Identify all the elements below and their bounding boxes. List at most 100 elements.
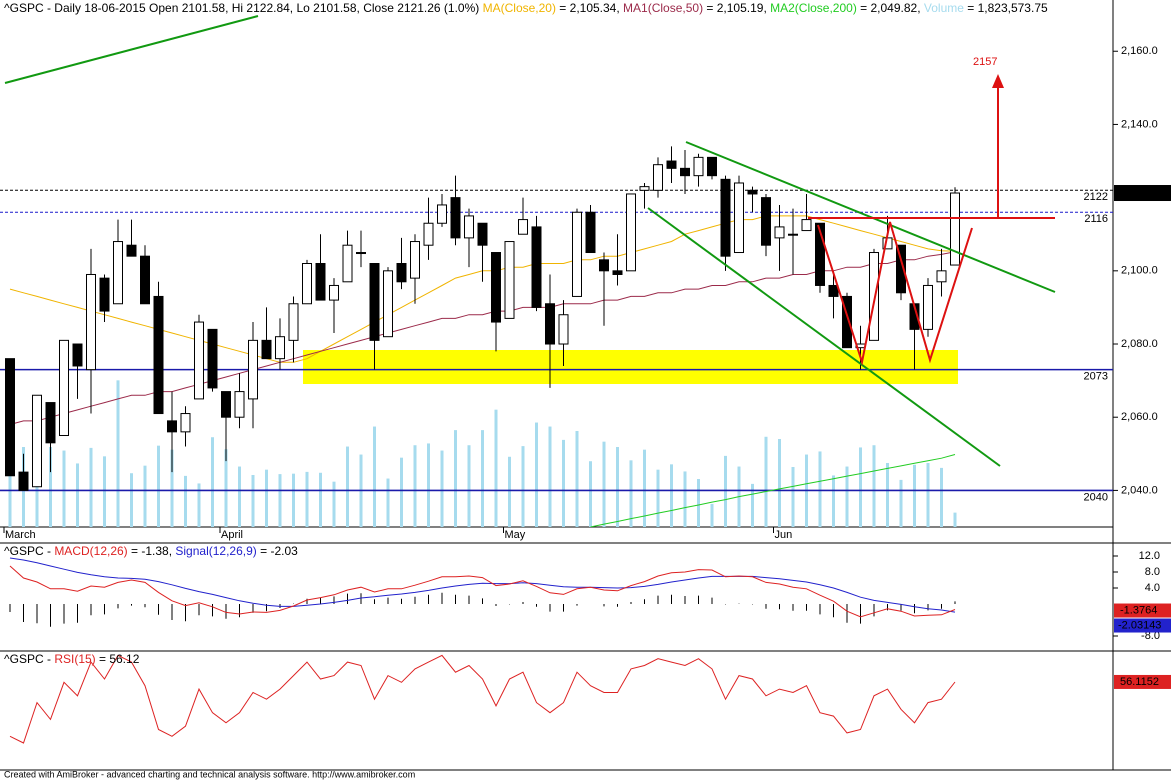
volume-bar [467, 445, 471, 527]
trend-line [647, 207, 1001, 467]
volume-bar [278, 474, 282, 527]
volume-bar [116, 380, 120, 527]
candle-body [450, 197, 461, 239]
rsi-header: ^GSPC - RSI(15) = 56.12 [4, 652, 140, 666]
candle-body [167, 420, 177, 433]
volume-bar [818, 451, 822, 527]
header: ^GSPC - Daily 18-06-2015 Open 2101.58, H… [4, 1, 1048, 15]
candle-body [126, 244, 137, 257]
macd-header: ^GSPC - MACD(12,26) = -1.38, Signal(12,2… [4, 544, 298, 558]
candle-body [693, 156, 704, 177]
volume-bar [413, 445, 417, 527]
candle-body [923, 284, 933, 330]
candle-body [761, 197, 771, 246]
candle-body [369, 263, 380, 341]
candle-body [869, 252, 879, 341]
last-price-tag [1114, 185, 1171, 202]
candle-body [815, 222, 825, 286]
volume-bar [602, 441, 606, 527]
legend-name: MACD(12,26) [54, 544, 127, 558]
candle-body [302, 263, 312, 305]
volume-bar [575, 431, 579, 527]
level-label: 2122 [1084, 191, 1108, 203]
arrow-head [992, 74, 1004, 88]
x-tick-label: April [221, 529, 243, 541]
drawings: 2157 [4, 15, 1056, 467]
signal-last-label: -2.03143 [1118, 619, 1161, 631]
candle-body [221, 391, 231, 418]
candle-body [59, 339, 69, 437]
candle-body [234, 391, 245, 418]
candle-body [423, 222, 434, 246]
legend-value: = 2,049.82, [857, 1, 924, 15]
volume-bar [400, 457, 403, 527]
candle-body [599, 259, 609, 272]
volume-bar [845, 466, 849, 527]
candle-body [491, 252, 501, 323]
volume-bar [170, 449, 174, 527]
candle-body [950, 192, 960, 266]
candle-body [86, 273, 96, 371]
volume-bar [832, 475, 835, 527]
volume-bar [926, 463, 930, 527]
volume-bar [751, 483, 754, 527]
volume-bar [251, 475, 255, 527]
volume-bar [535, 422, 538, 527]
volume-bar [8, 439, 12, 527]
candle-body [315, 263, 326, 301]
candle-body [342, 244, 353, 283]
volume-bar [427, 443, 430, 527]
volume-bar [238, 466, 241, 527]
candle-body [288, 303, 299, 341]
candle-body [558, 314, 569, 345]
candle-body [734, 182, 744, 254]
plot-layer: 2,040.0 2,060.0 2,080.0 2,100.0 2,140.0 2,160… [0, 45, 1171, 744]
volume-bar [616, 447, 619, 527]
y-tick-label: 12.0 [1139, 550, 1160, 562]
candle-body [437, 204, 447, 224]
candle-body [747, 189, 758, 195]
candle-body [261, 339, 272, 360]
candle-body [113, 241, 123, 305]
legend-value: = 2,105.34, [556, 1, 623, 15]
legend-name: Volume [924, 1, 964, 15]
candle-body [464, 215, 474, 239]
candle-body [329, 284, 339, 301]
volume-bar [332, 481, 336, 527]
volume-bar [373, 426, 376, 527]
volume-bar [589, 461, 592, 527]
volume-bar [670, 464, 673, 527]
y-tick-label: 2,100.0 [1121, 265, 1158, 277]
volume-bar [562, 439, 565, 527]
volume-bar [548, 426, 552, 527]
moving-average [590, 454, 956, 527]
macd-tag [1114, 603, 1171, 618]
last-price-label: 2,121.26 [1120, 187, 1163, 199]
candle-body [477, 222, 488, 246]
candle-body [896, 244, 906, 294]
macd-last-label: -1.3764 [1120, 604, 1157, 616]
volume-bar [778, 439, 781, 527]
volume-bar [305, 471, 309, 527]
candle-body [842, 295, 852, 349]
level-label: 2040 [1084, 491, 1108, 503]
legend-name: MA1(Close,50) [623, 1, 703, 15]
volume-bar [940, 467, 943, 527]
volume-bar [791, 467, 795, 527]
volume-bar [683, 471, 687, 527]
candle-body [396, 263, 407, 283]
symbol-title: ^GSPC - Daily 18-06-2015 Open 2101.58, H… [4, 1, 479, 15]
x-tick-label: Jun [775, 529, 793, 541]
candle-body [801, 219, 812, 232]
legend-value: = -1.38, [128, 544, 176, 558]
volume-bar [49, 447, 52, 527]
y-tick-label: 2,040.0 [1121, 484, 1158, 496]
signal-line [9, 557, 956, 613]
volume-bar [494, 409, 498, 527]
candle-body [828, 284, 839, 297]
candle-body [653, 164, 663, 191]
candle-body [5, 358, 15, 477]
symbol-prefix: ^GSPC - [4, 544, 54, 558]
candle-body [32, 394, 42, 488]
candle-body [720, 178, 731, 257]
